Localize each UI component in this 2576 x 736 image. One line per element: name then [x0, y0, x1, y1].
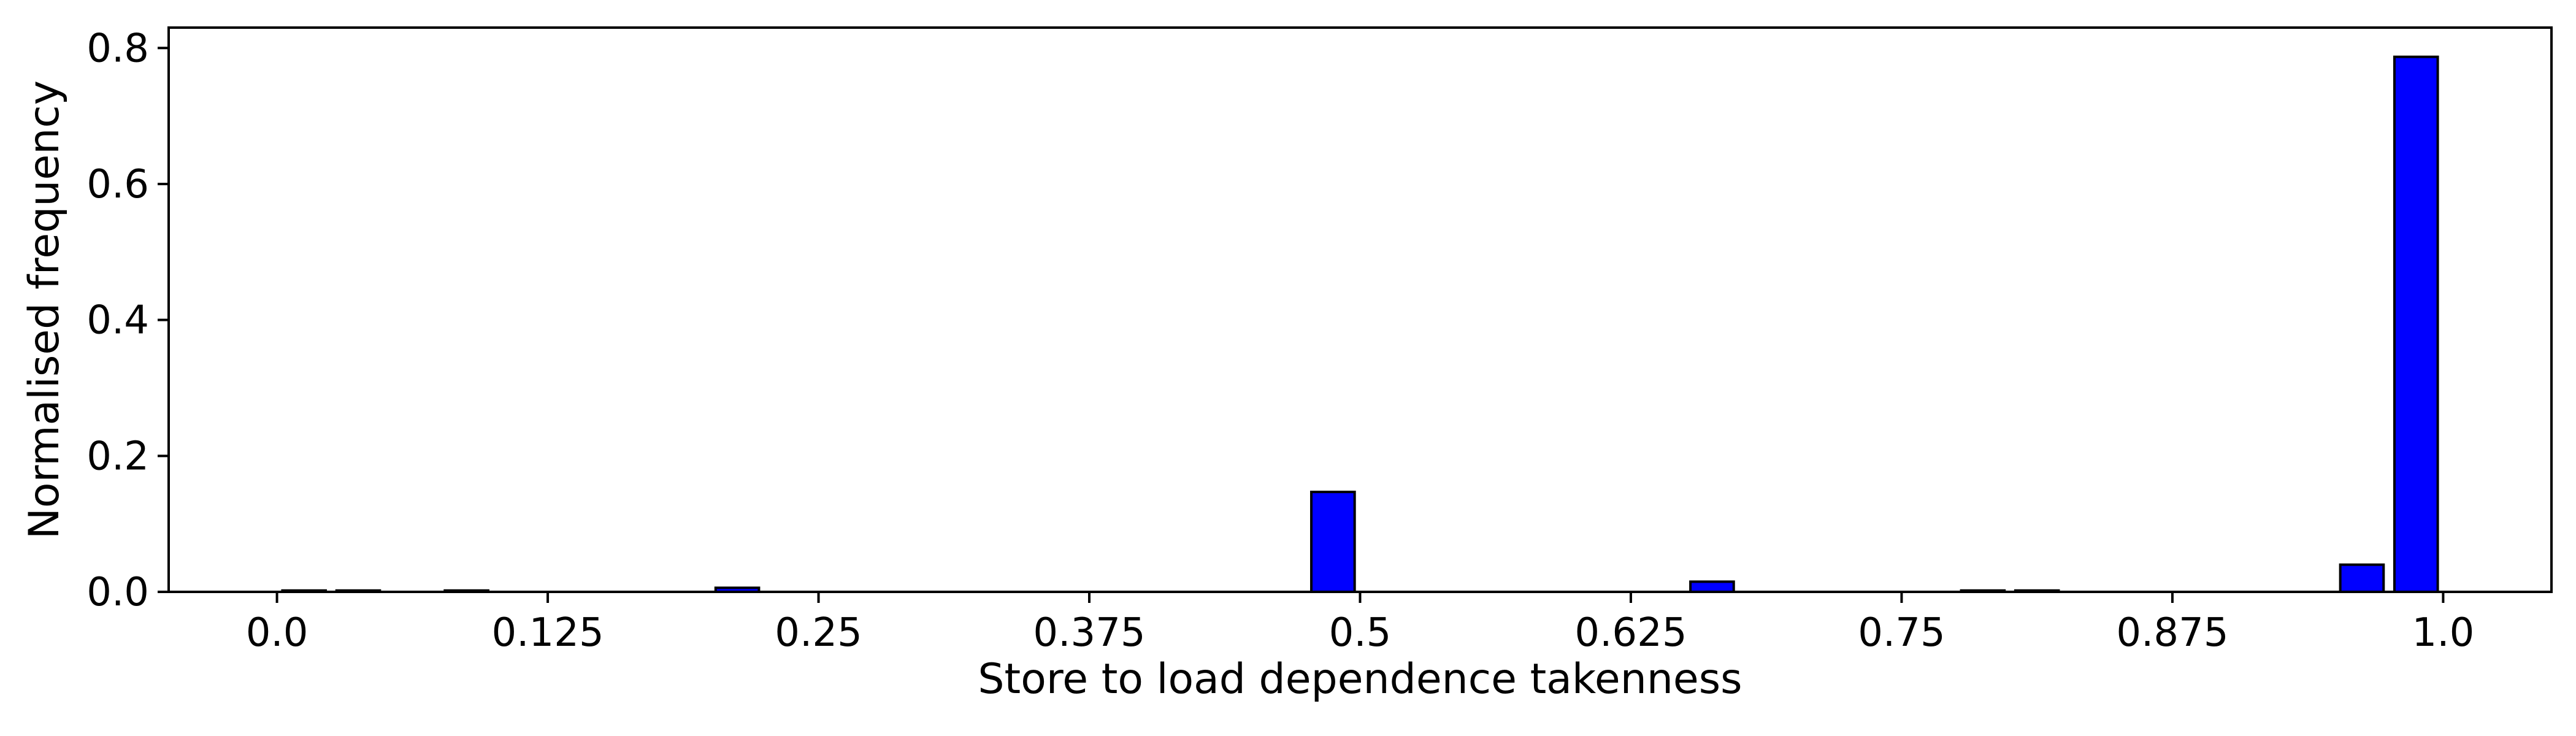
x-tick-label: 1.0 — [2412, 610, 2475, 656]
bar-9 — [2393, 55, 2439, 593]
x-tick-label: 0.125 — [491, 610, 604, 656]
x-tick-label: 0.375 — [1033, 610, 1145, 656]
bar-5 — [1689, 580, 1735, 593]
x-axis-ticks: 0.0 0.125 0.25 0.375 0.5 0.625 0.75 0.875 1.0 — [246, 592, 2475, 656]
bar-4 — [1310, 491, 1356, 593]
bars-layer — [281, 55, 2439, 594]
y-tick-label: 0.8 — [86, 26, 149, 71]
x-axis-label: Store to load dependence takenness — [978, 655, 1742, 703]
x-tick-label: 0.875 — [2116, 610, 2228, 656]
y-tick-label: 0.2 — [86, 434, 149, 479]
x-tick-label: 0.5 — [1329, 610, 1392, 656]
x-tick-label: 0.25 — [775, 610, 862, 656]
y-tick-label: 0.6 — [86, 162, 149, 207]
x-tick-label: 0.625 — [1574, 610, 1687, 656]
y-tick-label: 0.0 — [86, 570, 149, 615]
x-tick-label: 0.75 — [1858, 610, 1945, 656]
x-tick-label: 0.0 — [246, 610, 309, 656]
y-tick-label: 0.4 — [86, 298, 149, 343]
plot-frame — [167, 26, 2553, 593]
bar-8 — [2339, 563, 2385, 594]
y-axis-label: Normalised frequency — [20, 80, 69, 539]
y-axis-ticks: 0.0 0.2 0.4 0.6 0.8 — [86, 26, 169, 615]
